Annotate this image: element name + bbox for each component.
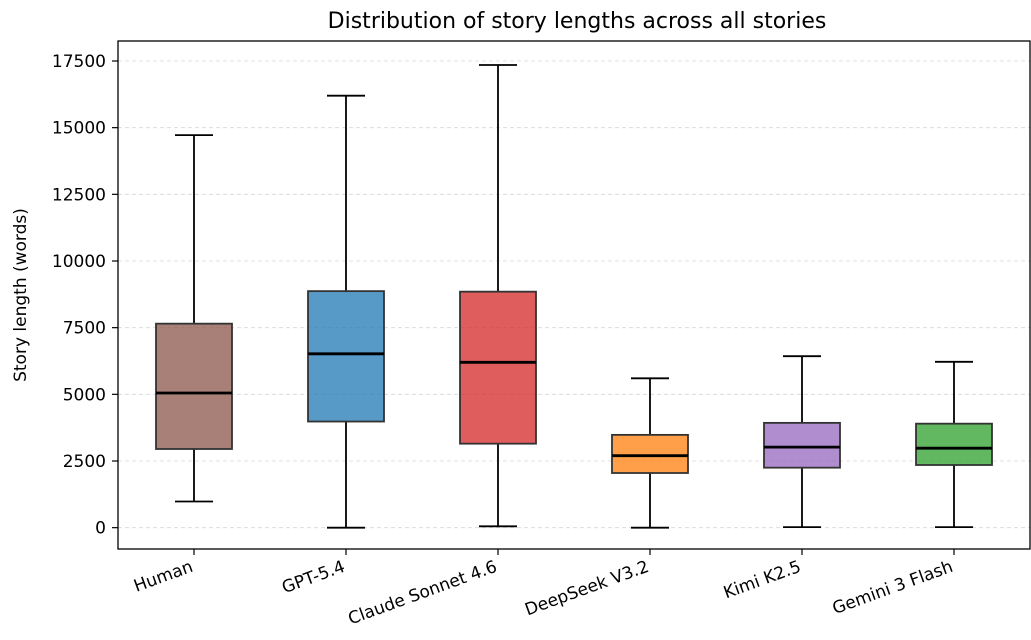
x-tick-label: Human xyxy=(131,557,195,597)
iqr-box xyxy=(307,290,385,423)
iqr-box xyxy=(915,422,993,466)
y-axis-label: Story length (words) xyxy=(11,208,31,382)
x-tick-label: Kimi K2.5 xyxy=(721,557,804,603)
box-group xyxy=(459,64,537,528)
y-tick-label: 0 xyxy=(95,519,106,539)
y-tick-label: 5000 xyxy=(63,385,106,405)
y-tick-label: 10000 xyxy=(52,252,106,272)
y-tick-label: 2500 xyxy=(63,452,106,472)
iqr-box xyxy=(763,421,841,469)
iqr-box xyxy=(459,290,537,445)
x-tick-label: GPT-5.4 xyxy=(279,557,347,598)
y-tick-label: 15000 xyxy=(52,119,106,139)
box-group xyxy=(915,360,993,529)
box-group xyxy=(307,94,385,529)
box-series xyxy=(155,64,993,529)
y-gridlines xyxy=(118,60,1030,529)
box-group xyxy=(155,134,233,503)
x-tick-label: DeepSeek V3.2 xyxy=(522,557,651,620)
box-group xyxy=(611,377,689,529)
y-axis: 0 2500 5000 7500 10000 12500 15000 17500 xyxy=(52,52,118,539)
y-tick-label: 17500 xyxy=(52,52,106,72)
plot-frame xyxy=(117,40,1031,550)
y-tick-label: 7500 xyxy=(63,319,106,339)
iqr-box xyxy=(611,433,689,474)
iqr-box xyxy=(155,322,233,450)
y-tick-label: 12500 xyxy=(52,185,106,205)
chart-title: Distribution of story lengths across all… xyxy=(328,9,827,34)
x-tick-label: Claude Sonnet 4.6 xyxy=(346,557,500,629)
box-group xyxy=(763,355,841,529)
x-tick-label: Gemini 3 Flash xyxy=(830,557,956,619)
